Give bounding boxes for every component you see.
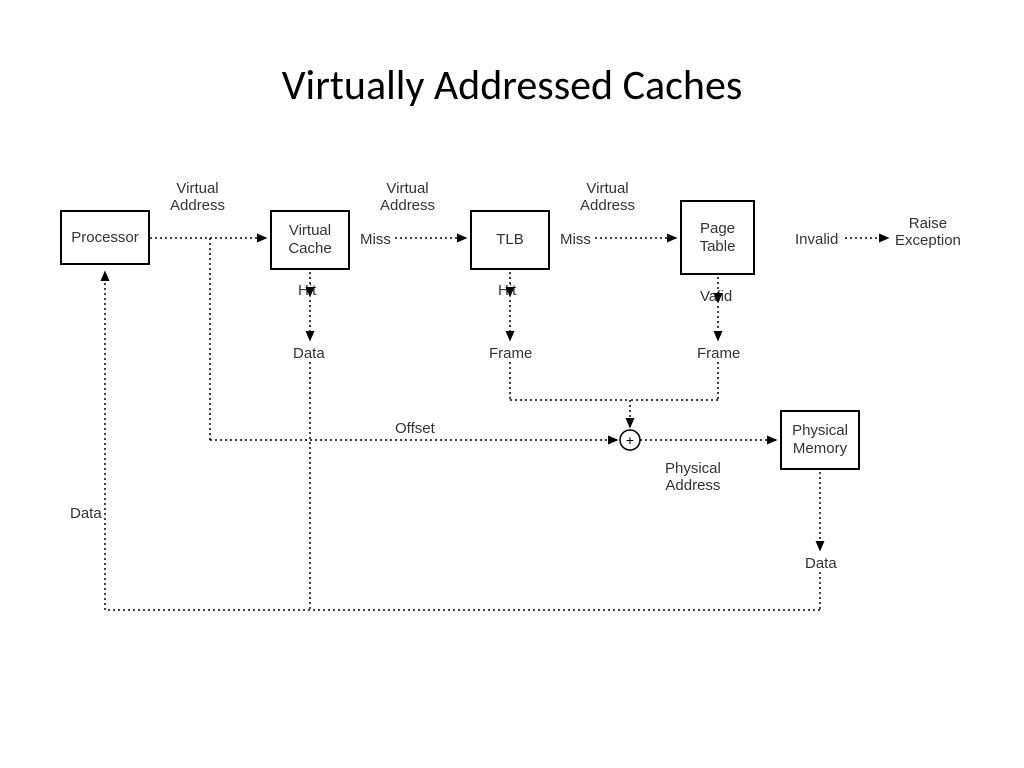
label-virtual-address-1: Virtual Address: [170, 180, 225, 215]
node-label: Processor: [71, 229, 139, 247]
diagram-wires: +: [0, 0, 1024, 768]
node-label: Page Table: [700, 220, 736, 256]
label-valid: Valid: [700, 288, 732, 305]
node-label: TLB: [496, 231, 524, 249]
node-label: Virtual Cache: [288, 222, 331, 258]
label-invalid: Invalid: [795, 231, 838, 248]
label-data-vcache: Data: [293, 345, 325, 362]
node-page-table: Page Table: [680, 200, 755, 275]
diagram-canvas: Processor Virtual Cache TLB Page Table P…: [0, 0, 1024, 768]
label-frame-pt: Frame: [697, 345, 740, 362]
label-virtual-address-2: Virtual Address: [380, 180, 435, 215]
label-virtual-address-3: Virtual Address: [580, 180, 635, 215]
node-label: Physical Memory: [792, 422, 848, 458]
node-physical-memory: Physical Memory: [780, 410, 860, 470]
label-data-return: Data: [70, 505, 102, 522]
label-offset: Offset: [395, 420, 435, 437]
label-data-physmem: Data: [805, 555, 837, 572]
label-miss-1: Miss: [360, 231, 391, 248]
node-virtual-cache: Virtual Cache: [270, 210, 350, 270]
combiner-plus-icon: +: [626, 432, 634, 448]
label-miss-2: Miss: [560, 231, 591, 248]
label-hit-2: Hit: [498, 282, 516, 299]
label-frame-tlb: Frame: [489, 345, 532, 362]
label-hit-1: Hit: [298, 282, 316, 299]
node-tlb: TLB: [470, 210, 550, 270]
label-physical-address: Physical Address: [665, 460, 721, 495]
label-raise-exception: Raise Exception: [895, 215, 961, 250]
node-processor: Processor: [60, 210, 150, 265]
